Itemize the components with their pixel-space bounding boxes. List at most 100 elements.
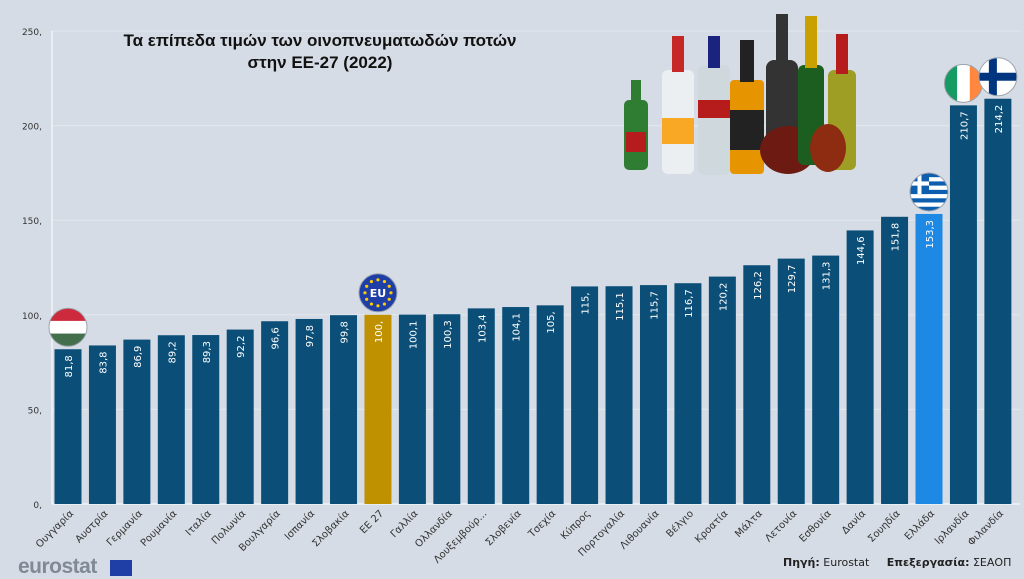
bar: [777, 258, 805, 504]
bar: [364, 314, 392, 504]
source-label: Πηγή:: [783, 556, 820, 569]
processing-value: ΣΕΑΟΠ: [972, 556, 1012, 569]
eu-flag-label: EU: [370, 287, 386, 300]
bar: [984, 98, 1012, 505]
chart-title-line1: Τα επίπεδα τιμών των οινοπνευματωδών ποτ…: [123, 31, 517, 50]
y-tick-label: 250,: [22, 28, 42, 38]
source-note: Πηγή: Eurostat Επεξεργασία: ΣΕΑΟΠ: [783, 556, 1011, 569]
x-tick-label: Ισπανία: [282, 507, 317, 542]
x-tick-label: Ουγγαρία: [33, 507, 76, 550]
processing-label: Επεξεργασία:: [886, 556, 970, 569]
finland-flag-icon: [978, 57, 1017, 96]
liquor-bottles-illustration: [624, 14, 856, 175]
data-label: 131,3: [822, 262, 833, 291]
data-label: 92,2: [236, 336, 247, 358]
data-label: 89,3: [202, 341, 213, 363]
chart-subtitle: στην ΕΕ-27 (2022): [247, 53, 393, 72]
data-label: 115,: [581, 292, 592, 314]
data-label: 115,1: [615, 292, 626, 321]
data-label: 103,4: [477, 314, 488, 343]
x-tick-label: Λετονία: [763, 507, 800, 544]
y-tick-label: 0,: [33, 501, 42, 511]
x-tick-label: Γαλλία: [388, 507, 421, 540]
bar: [949, 105, 977, 505]
bar: [330, 315, 358, 504]
data-label: 214,2: [994, 105, 1005, 134]
bar: [708, 276, 736, 504]
bar: [88, 345, 116, 504]
bar: [123, 339, 151, 504]
data-label: 96,6: [271, 327, 282, 349]
x-tick-label: Μάλτα: [733, 507, 766, 540]
x-tick-label: Ρουμανία: [138, 507, 180, 549]
bar: [192, 335, 220, 504]
bar: [467, 308, 495, 504]
data-label: 100,3: [443, 320, 454, 349]
eu-flag-icon: [110, 560, 132, 576]
data-label: 97,8: [305, 325, 316, 347]
bar: [226, 329, 254, 504]
bar: [605, 286, 633, 504]
data-label: 153,3: [925, 220, 936, 249]
eu-flag-icon: EU: [358, 273, 397, 312]
bar: [157, 335, 185, 504]
data-label: 104,1: [512, 313, 523, 342]
data-label: 120,2: [718, 283, 729, 312]
bar: [743, 265, 771, 504]
flag-border: [909, 172, 949, 212]
x-tick-label: Σλοβενία: [483, 507, 524, 548]
flag-border: [48, 307, 88, 347]
source-value: Eurostat: [823, 556, 870, 569]
x-tick-label: Κύπρος: [558, 508, 592, 542]
data-label: 116,7: [684, 289, 695, 318]
hungary-flag-icon: [49, 308, 87, 347]
data-label: 151,8: [891, 223, 902, 252]
x-tick-label: Κροατία: [693, 507, 731, 545]
flag-border: [978, 57, 1018, 97]
bar: [295, 318, 323, 504]
bar: [881, 216, 909, 504]
eurostat-logo: eurostat: [18, 555, 97, 578]
chart-title: Τα επίπεδα τιμών των οινοπνευματωδών ποτ…: [80, 30, 560, 74]
x-tick-label: Ιταλία: [183, 507, 214, 538]
bar: [536, 305, 564, 504]
data-label: 144,6: [856, 236, 867, 265]
data-label: 99,8: [340, 321, 351, 343]
data-label: 86,9: [133, 346, 144, 368]
x-tick-label: Φιλανδία: [965, 507, 1006, 548]
x-tick-label: Ελλάδα: [902, 507, 937, 542]
flag-border: [358, 273, 398, 313]
bar: [54, 349, 82, 504]
data-label: 105,: [546, 311, 557, 333]
data-label: 126,2: [753, 271, 764, 300]
y-tick-label: 150,: [22, 217, 42, 227]
x-tick-label: Τσεχία: [525, 507, 558, 540]
data-label: 81,8: [64, 355, 75, 377]
x-tick-label: Σουηδία: [865, 507, 903, 545]
bar: [502, 307, 530, 504]
bar: [812, 255, 840, 504]
x-tick-label: Βέλγιο: [664, 508, 696, 540]
data-label: 100,: [374, 321, 385, 343]
y-tick-label: 50,: [28, 406, 42, 416]
bar: [674, 283, 702, 504]
greece-flag-icon: [910, 172, 948, 211]
bar: [398, 314, 426, 504]
data-label: 83,8: [98, 351, 109, 373]
data-label: 115,7: [649, 291, 660, 320]
bar: [915, 213, 943, 504]
bar: [571, 286, 599, 504]
y-tick-label: 100,: [22, 312, 42, 322]
bar: [433, 314, 461, 504]
x-tick-label: ΕΕ 27: [358, 508, 386, 536]
data-label: 89,2: [167, 341, 178, 363]
bar: [261, 321, 289, 504]
bar: [639, 285, 667, 504]
data-label: 100,1: [408, 321, 419, 350]
bar: [846, 230, 874, 504]
data-label: 129,7: [787, 265, 798, 294]
y-tick-label: 200,: [22, 123, 42, 133]
data-label: 210,7: [959, 111, 970, 140]
x-tick-label: Εσθονία: [797, 507, 834, 544]
